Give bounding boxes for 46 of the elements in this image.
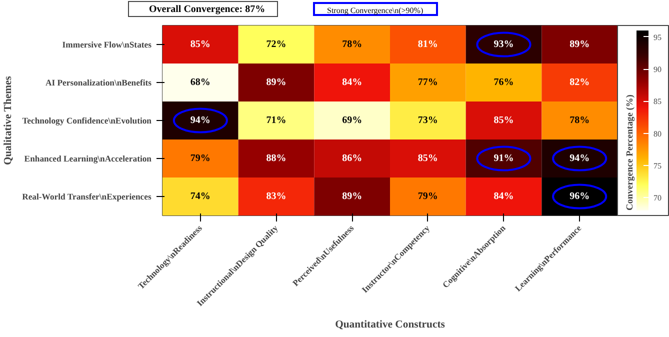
data-label: 71% [266, 115, 286, 126]
data-label: 94% [190, 115, 210, 126]
y-tick-label: Technology Confidence\nEvolution [22, 116, 152, 126]
data-label: 91% [494, 153, 514, 164]
color-bar-label: 70 [654, 194, 662, 203]
color-bar-title: Convergence Percentage (%) [626, 94, 636, 210]
data-label: 96% [570, 191, 590, 202]
data-label: 85% [418, 153, 438, 164]
color-bar-label: 90 [654, 65, 662, 74]
data-label: 93% [494, 39, 514, 50]
data-label: 94% [570, 153, 590, 164]
data-label: 85% [190, 39, 210, 50]
data-label: 83% [266, 191, 286, 202]
color-bar-label: 80 [654, 129, 662, 138]
y-tick-label: Immersive Flow\nStates [62, 40, 152, 50]
data-label: 79% [418, 191, 438, 202]
y-axis-title: Qualitative Themes [3, 76, 14, 166]
y-tick-label: Real-World Transfer\nExperiences [22, 192, 152, 202]
data-label: 84% [342, 77, 362, 88]
data-label: 78% [342, 39, 362, 50]
text: Overall Convergence: 87% [149, 3, 266, 17]
data-label: 74% [190, 191, 210, 202]
x-axis-title: Quantitative Constructs [335, 320, 445, 331]
data-label: 81% [418, 39, 438, 50]
data-label: 89% [342, 191, 362, 202]
data-label: 72% [266, 39, 286, 50]
text: Strong Convergence\n(>90%) [327, 6, 424, 15]
color-bar-label: 95 [654, 32, 662, 42]
data-label: 89% [266, 77, 286, 88]
data-label: 78% [570, 115, 590, 126]
data-label: 79% [190, 153, 210, 164]
data-label: 76% [494, 77, 514, 88]
color-bar-label: 85 [654, 97, 662, 106]
color-bar-label: 75 [654, 162, 662, 170]
data-label: 77% [418, 77, 438, 88]
data-label: 88% [266, 153, 286, 164]
data-label: 85% [494, 115, 514, 126]
data-label: 82% [570, 77, 590, 88]
data-label: 84% [494, 191, 514, 202]
y-tick-label: Enhanced Learning\nAcceleration [24, 154, 152, 164]
data-label: 86% [342, 153, 362, 164]
data-label: 89% [570, 39, 590, 50]
data-label: 73% [418, 115, 438, 126]
data-label: 68% [190, 77, 210, 88]
data-label: 69% [342, 115, 362, 126]
y-tick-label: AI Personalization\nBenefits [45, 78, 152, 88]
